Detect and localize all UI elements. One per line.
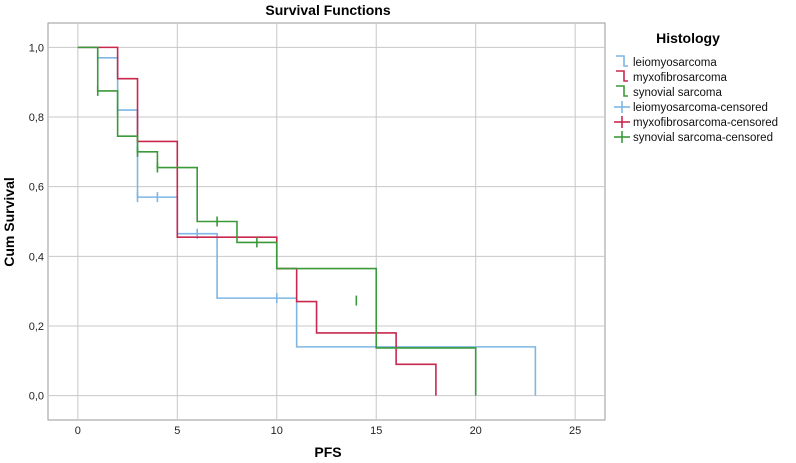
legend-swatch <box>616 55 628 67</box>
x-tick-label: 25 <box>569 425 581 437</box>
legend-entry-myxofibrosarcoma-censored: myxofibrosarcoma-censored <box>614 116 778 129</box>
x-tick-label: 0 <box>75 425 81 437</box>
legend-entry-synovial-sarcoma: synovial sarcoma <box>616 85 722 99</box>
x-tick-label: 15 <box>370 425 382 437</box>
legend-entry-leiomyosarcoma: leiomyosarcoma <box>616 55 717 69</box>
legend-label: leiomyosarcoma-censored <box>633 102 768 114</box>
legend-swatch <box>616 70 628 82</box>
plot-area <box>47 22 606 421</box>
legend-entry-myxofibrosarcoma: myxofibrosarcoma <box>616 70 728 84</box>
x-tick-label: 20 <box>470 425 482 437</box>
x-axis-ticks: 0 5 10 15 20 25 <box>75 425 582 437</box>
y-tick-label: 1,0 <box>29 42 44 54</box>
legend-label: leiomyosarcoma <box>633 57 717 69</box>
legend-entry-leiomyosarcoma-censored: leiomyosarcoma-censored <box>614 101 768 114</box>
series-layer <box>77 46 537 396</box>
legend-label: myxofibrosarcoma <box>633 72 728 84</box>
chart-title: Survival Functions <box>265 2 390 18</box>
legend-label: myxofibrosarcoma-censored <box>633 117 778 129</box>
legend-label: synovial sarcoma-censored <box>633 132 773 144</box>
legend-title: Histology <box>656 30 720 46</box>
x-axis-label: PFS <box>314 444 341 460</box>
y-axis-label: Cum Survival <box>1 177 17 266</box>
legend-entry-synovial-sarcoma-censored: synovial sarcoma-censored <box>614 131 773 144</box>
y-axis-ticks: 0,0 0,2 0,4 0,6 0,8 1,0 <box>29 42 44 402</box>
y-tick-label: 0,0 <box>29 391 44 403</box>
x-tick-label: 5 <box>174 425 180 437</box>
y-tick-label: 0,8 <box>29 112 44 124</box>
y-tick-label: 0,6 <box>29 182 44 194</box>
x-tick-label: 10 <box>271 425 283 437</box>
legend: leiomyosarcoma myxofibrosarcoma synovial s… <box>614 55 778 144</box>
series-line-synovial-sarcoma <box>77 46 477 396</box>
y-tick-label: 0,4 <box>29 251 44 263</box>
y-tick-label: 0,2 <box>29 321 44 333</box>
legend-label: synovial sarcoma <box>633 87 722 99</box>
grid-lines <box>48 23 605 420</box>
legend-swatch <box>616 85 628 97</box>
